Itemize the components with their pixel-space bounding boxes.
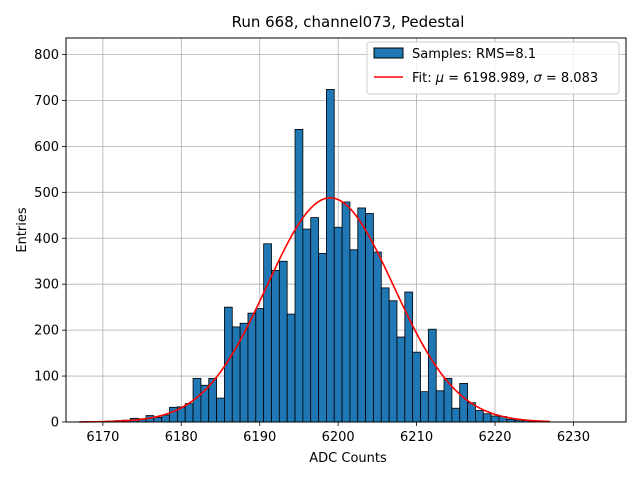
histogram-bar xyxy=(357,207,367,423)
histogram-bar xyxy=(435,390,445,423)
x-tick-label: 6210 xyxy=(400,430,433,445)
legend-label-samples: Samples: RMS=8.1 xyxy=(412,47,536,62)
histogram-bar xyxy=(427,328,437,423)
x-tick-label: 6190 xyxy=(243,430,276,445)
histogram-bar xyxy=(302,228,312,423)
histogram-bar xyxy=(263,243,272,423)
y-tick-label: 0 xyxy=(51,416,59,431)
histogram-bar xyxy=(325,89,335,423)
y-tick-label: 100 xyxy=(34,370,59,385)
x-tick-label: 6200 xyxy=(322,430,355,445)
y-tick-label: 400 xyxy=(34,232,59,247)
histogram-bar xyxy=(388,300,398,423)
histogram-bar xyxy=(153,417,163,423)
legend-patch-samples xyxy=(373,47,404,59)
y-tick-label: 300 xyxy=(34,278,59,293)
y-tick-label: 700 xyxy=(34,94,59,109)
histogram-bar xyxy=(412,351,421,423)
y-ticks: 0 100 200 300 400 500 600 700 800 xyxy=(34,48,66,431)
histogram-bar xyxy=(294,129,304,423)
legend-box xyxy=(366,41,620,95)
histogram-bar xyxy=(278,260,288,423)
histogram-bar xyxy=(286,313,296,423)
y-tick-label: 500 xyxy=(34,186,59,201)
y-tick-label: 200 xyxy=(34,324,59,339)
x-axis-label: ADC Counts xyxy=(309,451,387,466)
histogram-bar xyxy=(459,383,468,423)
histogram-bar xyxy=(247,312,257,423)
histogram-bar xyxy=(365,213,374,423)
histogram-bar xyxy=(255,308,265,423)
histogram-bar xyxy=(475,410,484,423)
legend-fit-sigma-text: = 8.083 xyxy=(542,71,598,86)
histogram-bar xyxy=(373,251,382,423)
x-tick-label: 6220 xyxy=(478,430,511,445)
histogram-bar xyxy=(310,217,319,423)
chart-title: Run 668, channel073, Pedestal xyxy=(232,13,465,31)
histogram-bar xyxy=(490,415,500,423)
legend: Samples: RMS=8.1 Fit: μ = 6198.989, σ = … xyxy=(366,41,620,95)
histogram-bar xyxy=(184,403,194,423)
legend-fit-prefix: Fit: xyxy=(412,71,436,86)
histogram-bar xyxy=(333,226,343,423)
y-tick-label: 800 xyxy=(34,48,59,63)
histogram-bar xyxy=(420,391,429,423)
legend-fit-sigma-symbol: σ xyxy=(534,71,543,86)
gaussian-fit-line xyxy=(79,197,550,423)
x-tick-label: 6180 xyxy=(165,430,198,445)
histogram-bar xyxy=(396,336,406,423)
histogram-bar xyxy=(349,249,359,423)
histogram-bar xyxy=(380,287,390,423)
plot-frame xyxy=(65,37,627,423)
bars-layer xyxy=(82,89,547,423)
histogram-bar xyxy=(271,270,280,423)
histogram-bar xyxy=(216,397,225,423)
y-tick-label: 600 xyxy=(34,140,59,155)
histogram-bar xyxy=(161,414,170,423)
y-axis-label: Entries xyxy=(15,207,30,253)
legend-fit-mu-symbol: μ xyxy=(435,71,444,86)
x-tick-label: 6170 xyxy=(86,430,119,445)
histogram-bar xyxy=(451,407,461,423)
legend-fit-mu-text: = 6198.989, xyxy=(444,71,533,86)
histogram-bar xyxy=(341,201,351,423)
fit-layer xyxy=(79,197,550,423)
legend-label-fit: Fit: μ = 6198.989, σ = 8.083 xyxy=(412,71,598,86)
x-ticks: 6170 6180 6190 6200 6210 6220 6230 xyxy=(86,422,590,445)
x-tick-label: 6230 xyxy=(557,430,590,445)
histogram-bar xyxy=(482,413,492,423)
histogram-bar xyxy=(318,253,327,423)
